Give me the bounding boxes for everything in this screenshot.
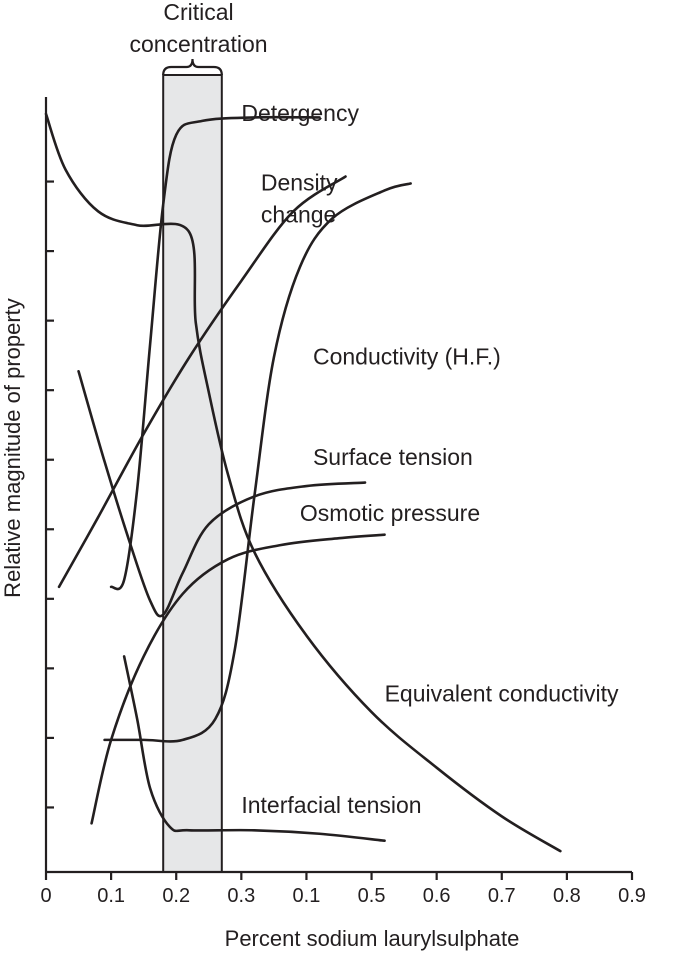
series-line-detergency bbox=[109, 115, 321, 591]
critical-concentration-band bbox=[162, 74, 223, 873]
series-label-conductivity-h-f: Conductivity (H.F.) bbox=[313, 343, 501, 369]
x-tick-label-8: 0.8 bbox=[553, 885, 581, 907]
series-label-equivalent-conductivity: Equivalent conductivity bbox=[385, 681, 619, 707]
critical-concentration-label-line2: concentration bbox=[129, 31, 267, 57]
y-axis-ticks bbox=[46, 180, 54, 809]
x-tick-label-0: 0 bbox=[40, 885, 51, 907]
x-tick-label-9: 0.9 bbox=[618, 885, 646, 907]
series-line-surface-tension bbox=[77, 369, 367, 618]
x-axis-ticks: 0 0.1 0.2 0.3 0.1 0.5 0.6 0.7 0.8 0.9 bbox=[40, 872, 646, 907]
x-tick-label-6: 0.6 bbox=[423, 885, 451, 907]
series-label-interfacial-tension: Interfacial tension bbox=[241, 792, 421, 818]
series-label-density-change-1: Density bbox=[261, 169, 338, 195]
critical-concentration-label-line1: Critical bbox=[163, 0, 233, 25]
series-label-osmotic-pressure: Osmotic pressure bbox=[300, 500, 480, 526]
series-label-density-change-2: change bbox=[261, 201, 336, 227]
x-tick-label-4: 0.1 bbox=[293, 885, 321, 907]
critical-concentration-brace bbox=[162, 58, 223, 76]
x-axis-title: Percent sodium laurylsulphate bbox=[225, 926, 520, 951]
x-tick-label-1: 0.1 bbox=[97, 885, 125, 907]
series-line-density-change bbox=[57, 175, 347, 589]
series-line-equivalent-conductivity bbox=[44, 112, 562, 853]
x-tick-label-3: 0.3 bbox=[227, 885, 255, 907]
series-labels: Detergency Density change Conductivity (H.F… bbox=[241, 100, 619, 818]
series-line-osmotic-pressure bbox=[90, 533, 386, 825]
y-axis-title: Relative magnitude of property bbox=[0, 298, 25, 598]
x-tick-label-7: 0.7 bbox=[488, 885, 516, 907]
series-curves bbox=[44, 112, 562, 853]
series-label-surface-tension: Surface tension bbox=[313, 444, 473, 470]
series-line-interfacial-tension bbox=[122, 655, 386, 843]
series-label-detergency: Detergency bbox=[241, 100, 359, 126]
x-tick-label-2: 0.2 bbox=[162, 885, 190, 907]
x-tick-label-5: 0.5 bbox=[358, 885, 386, 907]
